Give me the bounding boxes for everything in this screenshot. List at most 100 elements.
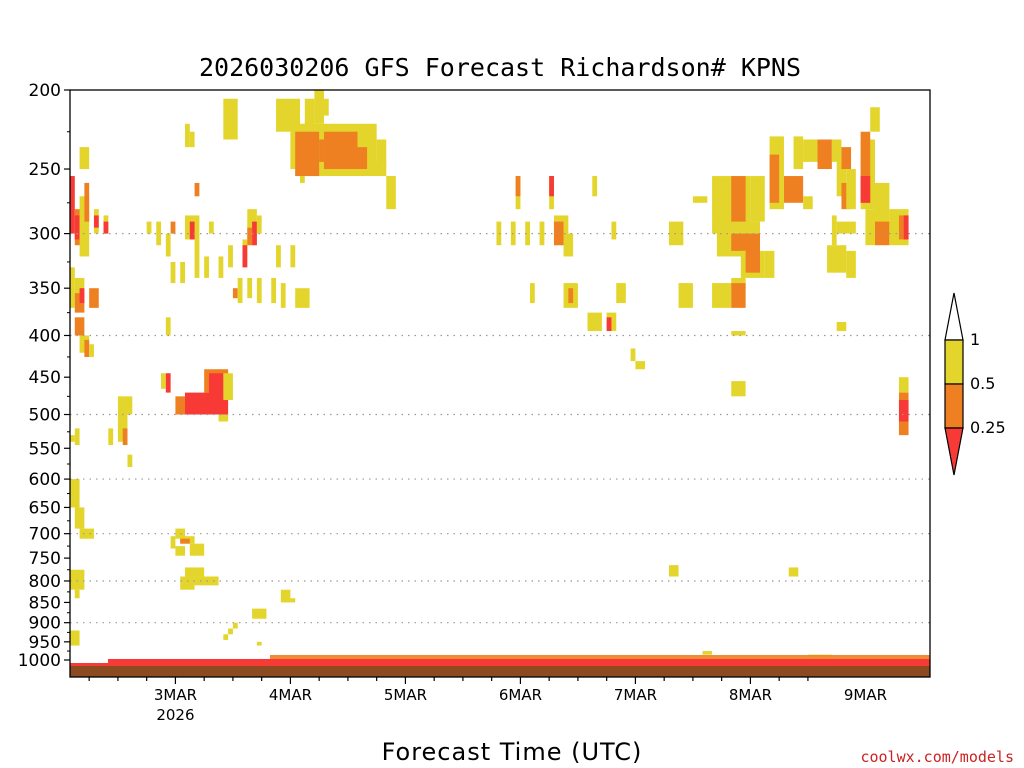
legend-swatch-yellow <box>944 339 964 385</box>
ri-cell-144 <box>793 136 804 170</box>
y-tick-label: 550 <box>29 439 61 459</box>
credit-link[interactable]: coolwx.com/models <box>860 748 1014 766</box>
plot-frame <box>69 89 931 678</box>
ri-cell-121 <box>616 283 626 304</box>
ri-cell-97 <box>319 139 324 162</box>
ri-cell-133 <box>745 245 760 273</box>
ri-cell-141 <box>769 154 780 203</box>
ri-cell-64 <box>256 215 262 234</box>
ri-cell-63 <box>247 227 253 246</box>
ri-cell-12 <box>74 317 85 336</box>
ri-cell-44 <box>189 221 195 240</box>
y-tick-label: 200 <box>29 81 61 101</box>
ri-cell-31 <box>70 630 80 646</box>
ri-cell-8 <box>84 182 90 222</box>
ri-cell-95 <box>300 176 305 183</box>
ri-cell-20 <box>89 288 99 308</box>
ri-cell-92 <box>323 98 329 116</box>
x-tick-label: 9MAR <box>844 686 887 704</box>
ri-cell-160 <box>865 209 875 246</box>
ri-cell-26 <box>70 479 80 508</box>
ri-cell-158 <box>875 182 890 234</box>
ri-cell-120 <box>606 317 612 332</box>
ri-cell-7 <box>79 196 90 257</box>
ri-cell-100 <box>376 139 387 170</box>
ri-cell-15 <box>89 344 94 357</box>
ri-cell-22 <box>117 396 133 415</box>
ri-cell-56 <box>228 245 233 268</box>
ri-cell-156 <box>860 176 871 203</box>
y-tick-label: 1000 <box>18 651 61 671</box>
y-tick-label: 850 <box>29 593 61 613</box>
ri-cell-165 <box>846 250 856 278</box>
y-tick-label: 750 <box>29 549 61 569</box>
x-tick-label: 8MAR <box>729 686 772 704</box>
ri-cell-127 <box>712 283 732 308</box>
legend-swatch-white <box>944 292 964 341</box>
ri-cell-138 <box>731 331 746 336</box>
ri-cell-39 <box>170 261 176 284</box>
ri-cell-24 <box>122 428 128 446</box>
ri-cell-34 <box>165 233 171 257</box>
ri-cell-101 <box>386 176 396 210</box>
legend: 1 0.5 0.25 <box>944 292 1006 476</box>
ri-cell-143 <box>803 196 813 210</box>
ri-cell-105 <box>515 176 521 197</box>
y-tick-label: 350 <box>29 279 61 299</box>
ri-cell-155 <box>860 131 871 203</box>
ri-cell-142 <box>783 176 804 203</box>
y-tick-label: 800 <box>29 572 61 592</box>
ri-cell-91 <box>314 90 324 124</box>
ri-cell-30 <box>74 589 80 599</box>
ri-cell-2 <box>70 176 75 234</box>
x-axis-label: Forecast Time (UTC) <box>382 738 643 766</box>
x-tick-label: 5MAR <box>384 686 427 704</box>
ri-cell-168 <box>668 565 679 577</box>
ri-cell-67 <box>271 277 277 304</box>
ri-cell-115 <box>568 288 574 304</box>
legend-label: 0.5 <box>970 374 995 393</box>
ri-cell-106 <box>525 221 530 246</box>
ri-cell-136 <box>731 277 746 289</box>
ri-cell-73 <box>170 536 176 549</box>
ground-band <box>70 666 930 677</box>
y-axis: 200 250 300 350 400 450 500 550 600 650 700 750 8008… <box>18 81 70 671</box>
chart-title: 2026030206 GFS Forecast Richardson# KPNS <box>199 53 801 82</box>
ri-cell-85 <box>256 641 262 646</box>
ri-cell-10 <box>74 293 85 313</box>
ri-cell-71 <box>295 288 310 308</box>
ri-cell-166 <box>836 321 847 332</box>
ri-cell-78 <box>185 567 205 577</box>
ri-cell-65 <box>247 277 253 299</box>
ri-cell-112 <box>563 233 574 257</box>
ri-cell-118 <box>587 312 602 332</box>
ri-cell-81 <box>252 608 267 619</box>
ri-cell-70 <box>280 283 286 308</box>
ri-cell-19 <box>103 221 109 234</box>
ri-cell-11 <box>79 288 85 304</box>
ri-cell-46 <box>194 239 200 278</box>
y-tick-label: 300 <box>29 225 61 245</box>
x-tick-label: 3MAR <box>154 686 197 704</box>
ri-cell-21 <box>108 428 114 446</box>
ri-cell-5 <box>74 215 80 240</box>
ri-cell-123 <box>635 361 645 370</box>
ri-cell-54 <box>218 414 229 422</box>
surface-layer-base <box>70 663 930 666</box>
y-tick-label: 250 <box>29 160 61 180</box>
ri-cell-83 <box>228 628 233 635</box>
x-tick-label: 7MAR <box>614 686 657 704</box>
ri-cell-147 <box>831 139 842 162</box>
ri-cell-40 <box>180 261 185 284</box>
ri-cell-126 <box>692 196 708 203</box>
ri-cell-172 <box>702 651 713 655</box>
ri-cell-6 <box>79 147 90 170</box>
ri-cell-82 <box>232 622 238 629</box>
ri-cell-49 <box>185 392 229 415</box>
ri-cell-87 <box>290 598 296 603</box>
ri-cell-62 <box>252 221 257 246</box>
ri-cell-169 <box>898 377 909 393</box>
y-tick-label: 450 <box>29 368 61 388</box>
ri-cell-41 <box>185 123 190 148</box>
ri-cell-47 <box>204 256 209 278</box>
